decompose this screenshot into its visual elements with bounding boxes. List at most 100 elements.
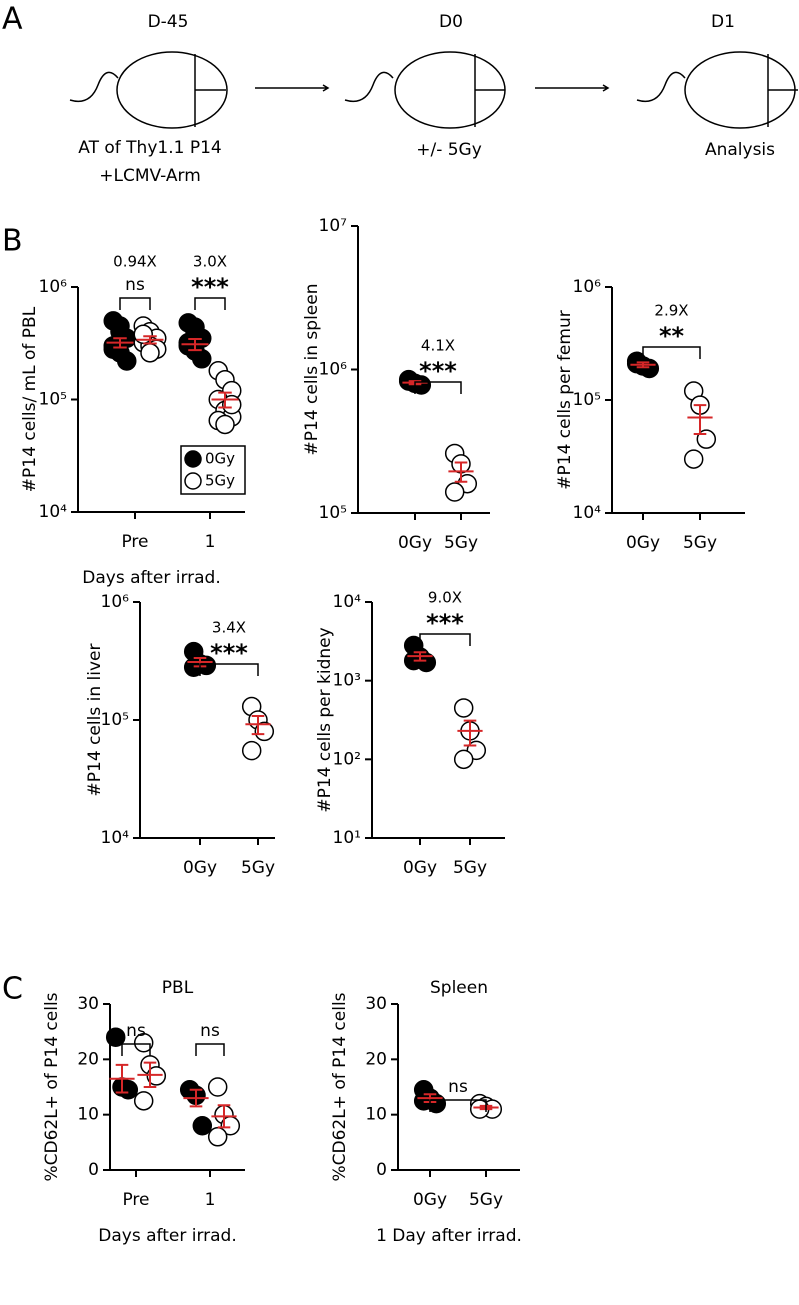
data-point	[254, 721, 275, 742]
y-axis-label: #P14 cells/ mL of PBL	[20, 306, 40, 492]
data-point	[105, 1027, 126, 1047]
sem-bar	[413, 651, 427, 662]
y-tick-label: 10²	[333, 749, 361, 769]
y-axis-label: %CD62L+ of P14 cells	[42, 992, 62, 1181]
x-tick-label: 0Gy	[403, 858, 437, 878]
bracket	[195, 1043, 225, 1056]
data-point	[103, 339, 123, 359]
y-tick-label: 10⁷	[319, 216, 348, 236]
y-tick-label: 10⁴	[333, 592, 362, 612]
x-tick-label: 0Gy	[626, 533, 660, 553]
timepoint: D-45	[148, 12, 189, 32]
x-tick-label: 0Gy	[183, 858, 217, 878]
significance: ns	[126, 1021, 146, 1041]
x-axis-label: Days after irrad.	[82, 568, 220, 588]
data-point	[215, 414, 235, 435]
panel-label: A	[2, 2, 23, 37]
sem-bar	[454, 461, 468, 483]
x-tick-label: 0Gy	[398, 533, 432, 553]
y-tick-label: 10⁶	[573, 277, 602, 297]
y-tick-label: 10⁴	[573, 503, 602, 523]
data-point	[140, 343, 160, 363]
sem-bar	[217, 1104, 231, 1129]
x-tick-label: Pre	[122, 1190, 149, 1210]
data-point	[133, 1091, 154, 1111]
significance: ***	[191, 273, 229, 301]
bracket	[429, 1099, 487, 1112]
significance: ***	[419, 357, 457, 385]
significance: ns	[200, 1021, 220, 1041]
x-tick-label: 5Gy	[453, 858, 487, 878]
timepoint-note: Analysis	[705, 140, 775, 160]
data-point	[117, 351, 137, 371]
bracket	[419, 633, 471, 646]
data-point	[146, 1066, 167, 1086]
y-tick-label: 0	[376, 1160, 387, 1180]
sem-bar	[251, 715, 265, 736]
sem-bar	[189, 1088, 203, 1108]
data-point	[453, 698, 474, 718]
x-tick-label: 5Gy	[469, 1190, 503, 1210]
fold-change: 4.1X	[421, 337, 455, 355]
x-tick-label: 5Gy	[241, 858, 275, 878]
y-tick-label: 10⁶	[319, 360, 348, 380]
y-tick-label: 30	[365, 994, 387, 1014]
significance: **	[659, 322, 685, 350]
sem-bar	[115, 1063, 129, 1094]
significance: ns	[125, 275, 145, 295]
y-axis-label: #P14 cells in liver	[85, 644, 105, 797]
timepoint-note: +LCMV-Arm	[99, 166, 201, 186]
y-tick-label: 10⁴	[39, 502, 68, 522]
y-tick-label: 10	[365, 1105, 387, 1125]
legend-label: 0Gy	[205, 450, 235, 468]
y-tick-label: 10⁴	[101, 828, 130, 848]
y-axis-label: #P14 cells in spleen	[302, 283, 322, 455]
legend-marker	[184, 450, 202, 468]
sem-bar	[693, 404, 707, 436]
x-tick-label: 1	[205, 532, 216, 552]
sem-bar	[188, 337, 202, 352]
y-tick-label: 20	[365, 1049, 387, 1069]
sem-bar	[463, 719, 477, 747]
bracket	[199, 663, 259, 676]
data-point	[133, 1032, 154, 1053]
sem-bar	[113, 337, 127, 349]
data-point	[192, 1115, 213, 1136]
x-tick-label: 5Gy	[683, 533, 717, 553]
y-tick-label: 20	[77, 1049, 99, 1069]
legend-label: 5Gy	[205, 472, 235, 490]
y-tick-label: 10⁵	[101, 710, 129, 730]
data-point	[207, 1077, 228, 1097]
bracket	[194, 297, 226, 310]
x-tick-label: 5Gy	[444, 533, 478, 553]
y-tick-label: 10⁵	[573, 390, 601, 410]
fold-change: 0.94X	[113, 253, 157, 271]
y-tick-label: 10³	[333, 671, 361, 691]
y-tick-label: 10⁵	[39, 390, 67, 410]
panel-label: B	[2, 224, 23, 259]
data-point	[192, 349, 212, 369]
sem-bar	[218, 391, 232, 409]
timepoint: D0	[439, 12, 463, 32]
bracket	[414, 381, 462, 394]
x-tick-label: Pre	[121, 532, 148, 552]
y-tick-label: 10⁵	[319, 503, 347, 523]
bracket	[642, 346, 701, 359]
x-axis-label: Days after irrad.	[98, 1226, 236, 1246]
x-axis-label: 1 Day after irrad.	[376, 1226, 522, 1246]
y-tick-label: 30	[77, 994, 99, 1014]
data-point	[683, 449, 704, 469]
timepoint-note: AT of Thy1.1 P14	[78, 138, 221, 158]
fold-change: 2.9X	[654, 302, 688, 320]
y-tick-label: 0	[88, 1160, 99, 1180]
y-tick-label: 10	[77, 1105, 99, 1125]
y-tick-label: 10⁶	[39, 277, 68, 297]
y-axis-label: #P14 cells per kidney	[315, 627, 335, 812]
timepoint: D1	[711, 12, 735, 32]
data-point	[444, 482, 465, 502]
data-point	[241, 740, 262, 761]
chart-title: Spleen	[430, 978, 488, 998]
significance: ***	[426, 609, 464, 637]
y-tick-label: 10¹	[333, 828, 361, 848]
